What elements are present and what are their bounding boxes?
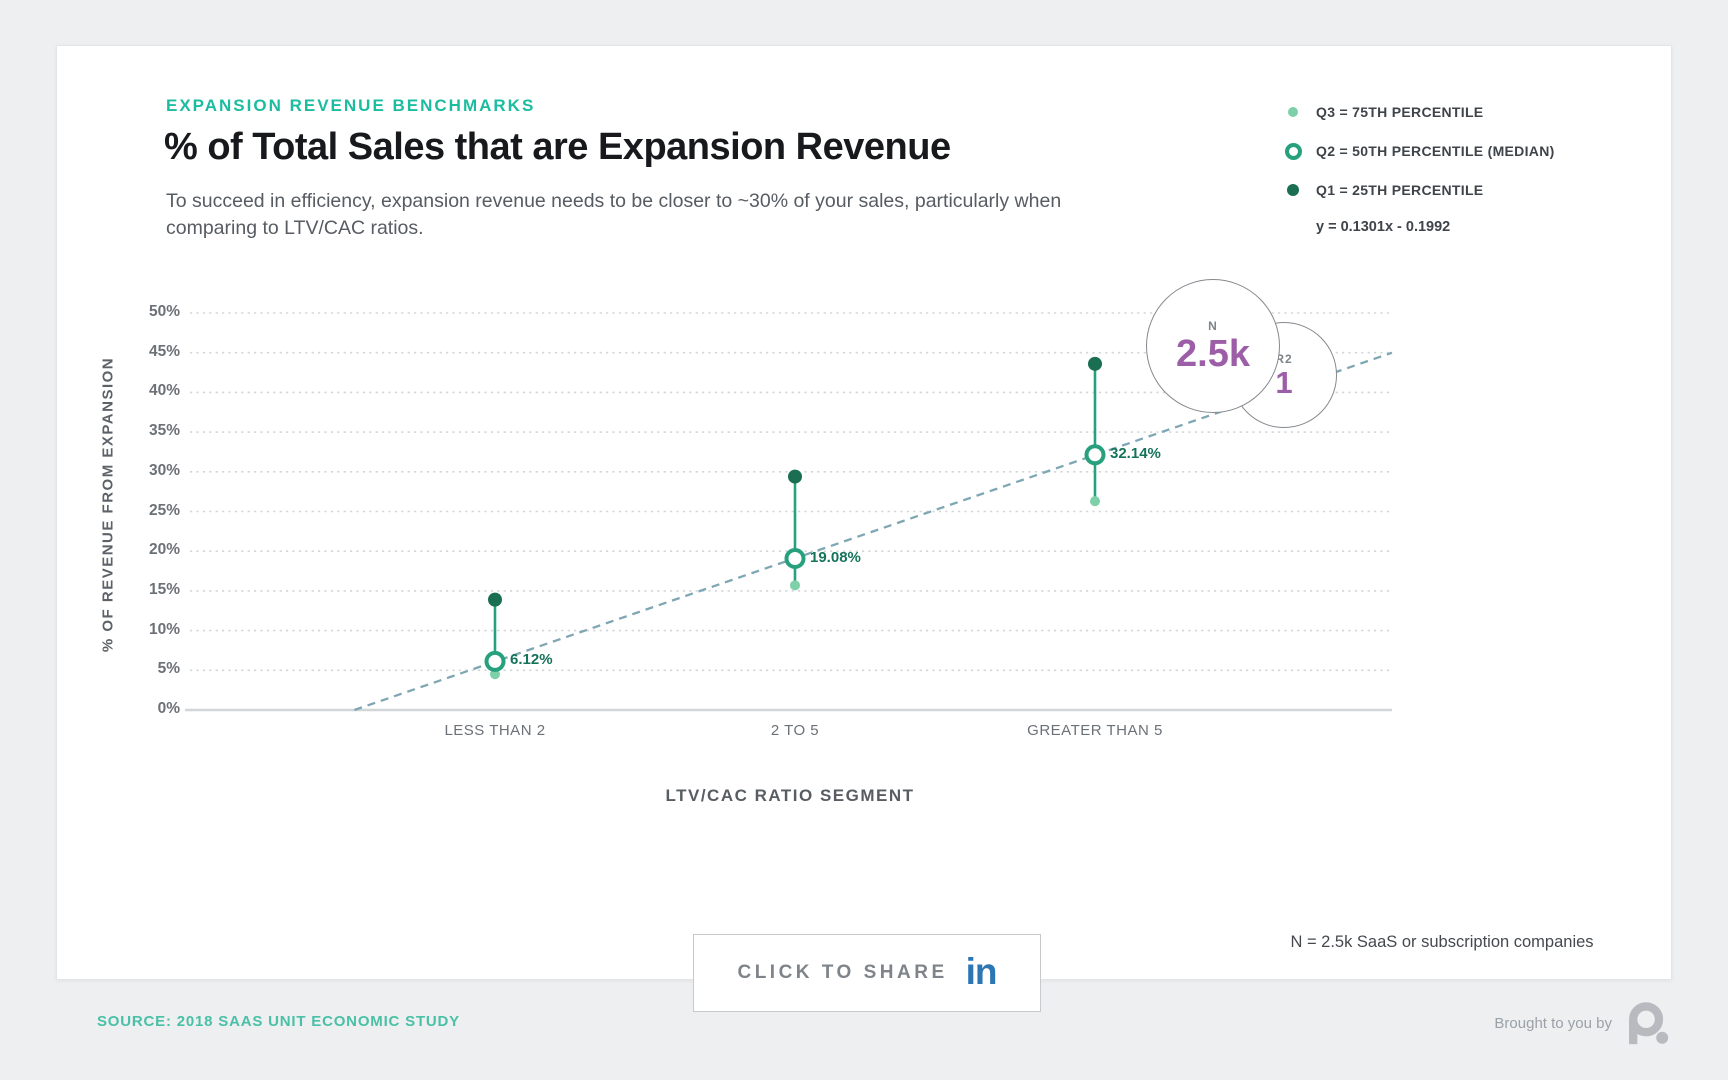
median-ring (484, 650, 506, 672)
median-value-label: 6.12% (510, 651, 553, 669)
legend: Q3 = 75TH PERCENTILE Q2 = 50TH PERCENTILE… (1284, 102, 1555, 235)
y-tick-label: 5% (157, 660, 180, 678)
median-value-label: 32.14% (1110, 444, 1161, 462)
brought-to-you-by: Brought to you by (1494, 1000, 1670, 1046)
y-tick-label: 45% (148, 342, 180, 360)
lower-percentile-dot (490, 669, 500, 680)
share-button-label: CLICK TO SHARE (737, 962, 948, 983)
legend-item-label: Q2 = 50TH PERCENTILE (MEDIAN) (1316, 143, 1555, 159)
linkedin-icon: in (965, 950, 998, 992)
median-ring (1084, 444, 1106, 466)
y-tick-label: 0% (157, 700, 180, 717)
legend-item: Q1 = 25TH PERCENTILE (1284, 180, 1555, 200)
upper-percentile-dot (488, 592, 502, 607)
x-axis-title: LTV/CAC RATIO SEGMENT (665, 786, 915, 805)
profitwell-logo (1629, 1002, 1669, 1045)
y-tick-label: 25% (148, 501, 180, 519)
n-badge-value: 2.5k (1176, 333, 1250, 375)
legend-item: Q3 = 75TH PERCENTILE (1284, 102, 1555, 122)
x-tick-label: 2 TO 5 (770, 722, 820, 739)
legend-item: Q2 = 50TH PERCENTILE (MEDIAN) (1284, 141, 1555, 161)
r2-badge-label: R2 (1275, 352, 1293, 366)
y-tick-label: 20% (148, 541, 180, 559)
y-tick-label: 35% (148, 422, 180, 440)
legend-items: Q3 = 75TH PERCENTILE Q2 = 50TH PERCENTILE… (1284, 102, 1555, 200)
subtitle: To succeed in efficiency, expansion reve… (166, 190, 1062, 240)
y-tick-label: 40% (148, 382, 180, 400)
y-tick-label: 30% (148, 461, 180, 479)
y-tick-label: 50% (148, 303, 180, 320)
upper-percentile-dot (788, 469, 802, 484)
ring-icon (1284, 142, 1302, 160)
sample-size-note: N = 2.5k SaaS or subscription companies (1290, 933, 1594, 951)
click-to-share-button[interactable]: CLICK TO SHARE in (693, 934, 1041, 1012)
n-badge-label: N (1208, 319, 1218, 333)
median-value-label: 19.08% (810, 548, 861, 566)
n-badge: N 2.5k (1146, 279, 1280, 413)
y-tick-label: 10% (148, 620, 180, 638)
legend-item-label: Q1 = 25TH PERCENTILE (1316, 182, 1484, 198)
regression-equation: y = 0.1301x - 0.1992 (1316, 219, 1451, 235)
x-tick-label: LESS THAN 2 (444, 722, 546, 739)
dot-small-icon (1284, 107, 1302, 117)
lower-percentile-dot (790, 580, 800, 591)
upper-percentile-dot (1088, 356, 1102, 371)
page-title: % of Total Sales that are Expansion Reve… (164, 126, 951, 168)
legend-item-label: Q3 = 75TH PERCENTILE (1316, 104, 1484, 120)
lower-percentile-dot (1090, 496, 1100, 507)
y-axis-title: % OF REVENUE FROM EXPANSION (99, 356, 117, 653)
dot-icon (1284, 184, 1302, 196)
brought-text: Brought to you by (1494, 1014, 1612, 1032)
x-tick-label: GREATER THAN 5 (1027, 722, 1163, 739)
eyebrow: EXPANSION REVENUE BENCHMARKS (166, 96, 536, 115)
median-ring (784, 548, 806, 570)
chart-card (56, 45, 1672, 980)
r2-badge-value: 1 (1275, 365, 1293, 400)
source-text: SOURCE: 2018 SAAS UNIT ECONOMIC STUDY (97, 1013, 460, 1030)
y-tick-label: 15% (148, 580, 180, 598)
